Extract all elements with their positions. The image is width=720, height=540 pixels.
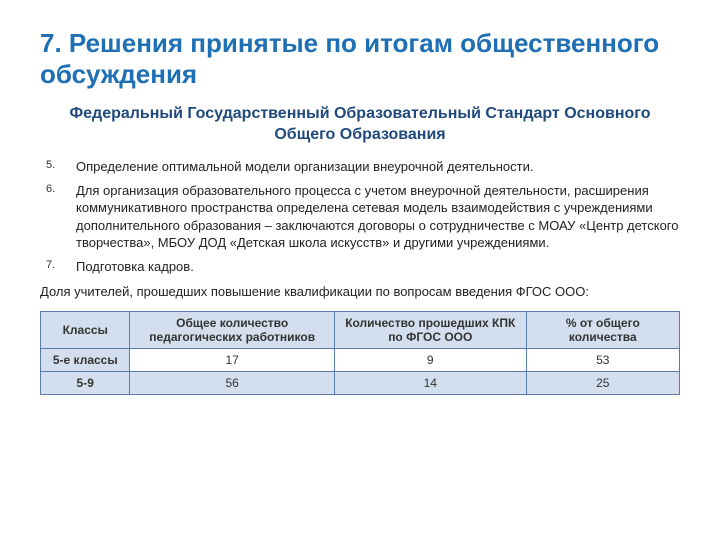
list-item-number: 5. [46, 158, 55, 173]
page-subtitle: Федеральный Государственный Образователь… [40, 104, 680, 146]
table-col-header: % от общего количества [526, 311, 679, 348]
table-col-header: Классы [41, 311, 130, 348]
list-item-number: 6. [46, 182, 55, 197]
table-row-head: 5-9 [41, 371, 130, 394]
list-item: 6. Для организация образовательного проц… [40, 182, 680, 252]
table-col-header: Общее количество педагогических работник… [130, 311, 334, 348]
list-item: 7. Подготовка кадров. [40, 258, 680, 276]
table-cell: 25 [526, 371, 679, 394]
list-item-number: 7. [46, 258, 55, 273]
table-cell: 14 [334, 371, 526, 394]
table-cell: 9 [334, 348, 526, 371]
table-row: 5-е классы 17 9 53 [41, 348, 680, 371]
list-item-text: Подготовка кадров. [76, 259, 194, 274]
numbered-list: 5. Определение оптимальной модели органи… [40, 158, 680, 275]
list-item: 5. Определение оптимальной модели органи… [40, 158, 680, 176]
teachers-table: Классы Общее количество педагогических р… [40, 311, 680, 395]
table-intro-paragraph: Доля учителей, прошедших повышение квали… [40, 283, 680, 301]
list-item-text: Определение оптимальной модели организац… [76, 159, 534, 174]
table-header-row: Классы Общее количество педагогических р… [41, 311, 680, 348]
table-col-header: Количество прошедших КПК по ФГОС ООО [334, 311, 526, 348]
list-item-text: Для организация образовательного процесс… [76, 183, 679, 251]
table-row: 5-9 56 14 25 [41, 371, 680, 394]
page-title: 7. Решения принятые по итогам общественн… [40, 28, 680, 90]
table-cell: 17 [130, 348, 334, 371]
table-row-head: 5-е классы [41, 348, 130, 371]
table-cell: 53 [526, 348, 679, 371]
table-cell: 56 [130, 371, 334, 394]
